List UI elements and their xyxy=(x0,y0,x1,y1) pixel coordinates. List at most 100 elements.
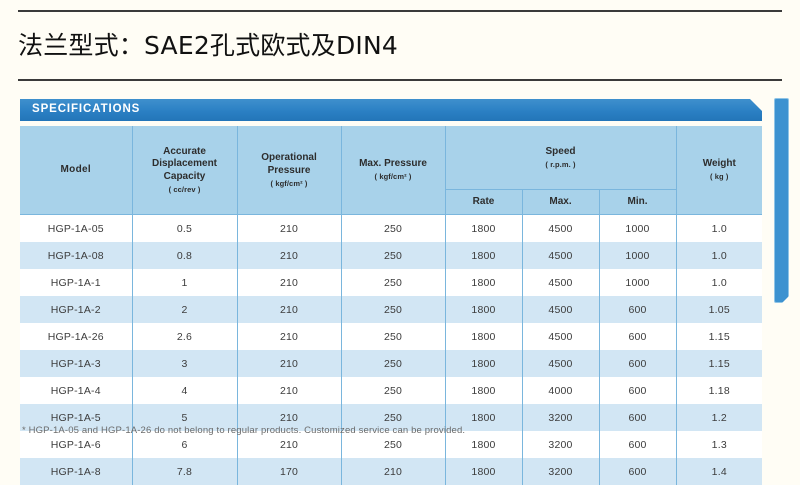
column-header-displacement-unit: ( cc/rev ) xyxy=(135,185,235,195)
cell-min: 1000 xyxy=(599,269,676,296)
column-header-weight-label: Weight xyxy=(703,158,736,169)
column-header-speed-max: Max. xyxy=(522,190,599,215)
cell-rate: 1800 xyxy=(445,377,522,404)
cell-max-pressure: 250 xyxy=(341,242,445,269)
cell-operational-pressure: 210 xyxy=(237,350,341,377)
cell-model: HGP-1A-1 xyxy=(20,269,132,296)
cell-max-pressure: 250 xyxy=(341,269,445,296)
cell-operational-pressure: 210 xyxy=(237,323,341,350)
cell-rate: 1800 xyxy=(445,458,522,485)
column-header-speed-rate: Rate xyxy=(445,190,522,215)
specifications-banner: SPECIFICATIONS xyxy=(20,99,762,121)
column-header-operational-pressure-unit: ( kgf/cm² ) xyxy=(240,179,339,189)
cell-max-pressure: 250 xyxy=(341,350,445,377)
cell-max: 4500 xyxy=(522,215,599,243)
cell-max: 3200 xyxy=(522,404,599,431)
column-header-max-pressure-label: Max. Pressure xyxy=(359,158,427,169)
cell-weight: 1.05 xyxy=(676,296,762,323)
cell-max: 4500 xyxy=(522,242,599,269)
cell-model: HGP-1A-05 xyxy=(20,215,132,243)
cell-min: 600 xyxy=(599,431,676,458)
column-header-displacement: Accurate Displacement Capacity ( cc/rev … xyxy=(132,126,237,215)
cell-min: 600 xyxy=(599,458,676,485)
table-header-row-primary: Model Accurate Displacement Capacity ( c… xyxy=(20,126,762,190)
cell-operational-pressure: 210 xyxy=(237,377,341,404)
cell-rate: 1800 xyxy=(445,215,522,243)
cell-displacement: 4 xyxy=(132,377,237,404)
column-header-max-pressure-unit: ( kgf/cm² ) xyxy=(344,172,443,182)
cell-displacement: 0.8 xyxy=(132,242,237,269)
cell-model: HGP-1A-4 xyxy=(20,377,132,404)
cell-weight: 1.15 xyxy=(676,323,762,350)
column-header-speed: Speed ( r.p.m. ) xyxy=(445,126,676,190)
column-header-operational-pressure: Operational Pressure ( kgf/cm² ) xyxy=(237,126,341,215)
cell-displacement: 7.8 xyxy=(132,458,237,485)
cell-weight: 1.0 xyxy=(676,269,762,296)
column-header-weight-unit: ( kg ) xyxy=(679,172,761,182)
cell-max-pressure: 210 xyxy=(341,458,445,485)
title-rule-top xyxy=(18,10,782,12)
column-header-displacement-label: Accurate Displacement Capacity xyxy=(152,146,217,183)
cell-rate: 1800 xyxy=(445,350,522,377)
scrollbar-thumb[interactable] xyxy=(774,98,789,303)
column-header-speed-unit: ( r.p.m. ) xyxy=(448,160,674,170)
cell-rate: 1800 xyxy=(445,323,522,350)
cell-model: HGP-1A-08 xyxy=(20,242,132,269)
cell-operational-pressure: 210 xyxy=(237,242,341,269)
cell-model: HGP-1A-26 xyxy=(20,323,132,350)
cell-max: 3200 xyxy=(522,458,599,485)
column-header-weight: Weight ( kg ) xyxy=(676,126,762,215)
column-header-speed-min: Min. xyxy=(599,190,676,215)
cell-operational-pressure: 170 xyxy=(237,458,341,485)
column-header-operational-pressure-label: Operational Pressure xyxy=(261,152,317,176)
cell-max-pressure: 250 xyxy=(341,323,445,350)
column-header-max-pressure: Max. Pressure ( kgf/cm² ) xyxy=(341,126,445,215)
cell-weight: 1.2 xyxy=(676,404,762,431)
cell-min: 600 xyxy=(599,323,676,350)
cell-max: 4500 xyxy=(522,323,599,350)
cell-weight: 1.15 xyxy=(676,350,762,377)
cell-displacement: 3 xyxy=(132,350,237,377)
cell-displacement: 1 xyxy=(132,269,237,296)
cell-max: 4000 xyxy=(522,377,599,404)
page-title: 法兰型式：SAE2孔式欧式及DIN4 xyxy=(18,26,398,62)
cell-max: 4500 xyxy=(522,350,599,377)
cell-operational-pressure: 210 xyxy=(237,269,341,296)
cell-min: 600 xyxy=(599,404,676,431)
cell-max: 4500 xyxy=(522,296,599,323)
table-footnote: * HGP-1A-05 and HGP-1A-26 do not belong … xyxy=(22,425,465,436)
title-rule-bottom xyxy=(18,79,782,81)
cell-rate: 1800 xyxy=(445,269,522,296)
cell-displacement: 0.5 xyxy=(132,215,237,243)
cell-model: HGP-1A-3 xyxy=(20,350,132,377)
cell-model: HGP-1A-2 xyxy=(20,296,132,323)
column-header-speed-label: Speed xyxy=(546,146,576,157)
cell-min: 600 xyxy=(599,350,676,377)
cell-weight: 1.4 xyxy=(676,458,762,485)
specifications-banner-label: SPECIFICATIONS xyxy=(32,103,140,115)
cell-displacement: 2.6 xyxy=(132,323,237,350)
column-header-model-label: Model xyxy=(61,164,91,175)
cell-max-pressure: 250 xyxy=(341,377,445,404)
column-header-model: Model xyxy=(20,126,132,215)
cell-max-pressure: 250 xyxy=(341,296,445,323)
cell-min: 600 xyxy=(599,377,676,404)
cell-max-pressure: 250 xyxy=(341,215,445,243)
cell-rate: 1800 xyxy=(445,242,522,269)
table-header: Model Accurate Displacement Capacity ( c… xyxy=(20,126,762,215)
cell-operational-pressure: 210 xyxy=(237,296,341,323)
cell-operational-pressure: 210 xyxy=(237,215,341,243)
cell-weight: 1.0 xyxy=(676,215,762,243)
cell-weight: 1.3 xyxy=(676,431,762,458)
cell-displacement: 2 xyxy=(132,296,237,323)
cell-weight: 1.18 xyxy=(676,377,762,404)
